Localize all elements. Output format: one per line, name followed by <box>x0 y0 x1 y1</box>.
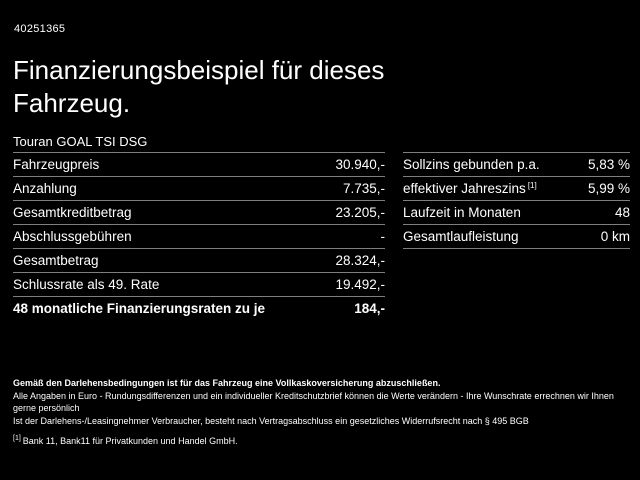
row-value: 28.324,- <box>335 253 385 268</box>
row-label: 48 monatliche Finanzierungsraten zu je <box>13 301 266 316</box>
listing-ref-number: 40251365 <box>14 23 66 35</box>
row-value: 5,99 % <box>587 181 630 196</box>
page-title: Finanzierungsbeispiel für dieses Fahrzeug… <box>13 54 384 120</box>
table-row: Laufzeit in Monaten 48 <box>403 200 630 224</box>
row-label: Gesamtbetrag <box>13 253 99 268</box>
row-value: 0 km <box>600 229 630 244</box>
table-row: Abschlussgebühren - <box>13 224 385 248</box>
row-label: Gesamtlaufleistung <box>403 229 519 244</box>
finance-tables: Fahrzeugpreis 30.940,- Anzahlung 7.735,-… <box>13 152 630 320</box>
row-label: Schlussrate als 49. Rate <box>13 277 160 292</box>
footnote-bank-text: Bank 11, Bank11 für Privatkunden und Han… <box>22 436 238 446</box>
table-row: Sollzins gebunden p.a. 5,83 % <box>403 152 630 176</box>
page-title-line1: Finanzierungsbeispiel für dieses <box>13 55 385 85</box>
table-row: Anzahlung 7.735,- <box>13 176 385 200</box>
row-label: Laufzeit in Monaten <box>403 205 521 220</box>
row-label: Sollzins gebunden p.a. <box>403 157 540 172</box>
finance-table-left: Fahrzeugpreis 30.940,- Anzahlung 7.735,-… <box>13 152 385 320</box>
table-row: Gesamtkreditbetrag 23.205,- <box>13 200 385 224</box>
finance-table-right: Sollzins gebunden p.a. 5,83 % effektiver… <box>403 152 630 249</box>
vehicle-name: Touran GOAL TSI DSG <box>13 134 148 149</box>
row-label: Abschlussgebühren <box>13 229 132 244</box>
row-value: 48 <box>614 205 630 220</box>
footnote-ref-marker: [1] <box>13 435 21 442</box>
footnotes: Gemäß den Darlehensbedingungen ist für d… <box>13 377 629 448</box>
row-value: 23.205,- <box>335 205 385 220</box>
footnote-disclaimer: Alle Angaben in Euro - Rundungsdifferenz… <box>13 390 614 414</box>
row-label: Fahrzeugpreis <box>13 157 100 172</box>
page-title-line2: Fahrzeug. <box>13 88 131 118</box>
row-value: 5,83 % <box>587 157 630 172</box>
row-label: Gesamtkreditbetrag <box>13 205 132 220</box>
footnote-bank: [1] Bank 11, Bank11 für Privatkunden und … <box>13 433 629 448</box>
row-value: 184,- <box>354 301 385 316</box>
footnote-insurance: Gemäß den Darlehensbedingungen ist für d… <box>13 378 441 388</box>
row-value: 19.492,- <box>335 277 385 292</box>
row-value: 30.940,- <box>335 157 385 172</box>
footnote-ref-icon: [1] <box>527 180 537 190</box>
table-row: Fahrzeugpreis 30.940,- <box>13 152 385 176</box>
footnote-withdrawal-right: Ist der Darlehens-/Leasingnehmer Verbrau… <box>13 415 529 426</box>
row-label: effektiver Jahreszins [1] <box>403 177 537 200</box>
table-row: Gesamtlaufleistung 0 km <box>403 224 630 248</box>
table-row: effektiver Jahreszins [1] 5,99 % <box>403 176 630 200</box>
table-row-monthly-rate: 48 monatliche Finanzierungsraten zu je 1… <box>13 296 385 320</box>
table-row: Schlussrate als 49. Rate 19.492,- <box>13 272 385 296</box>
row-value: - <box>380 229 386 244</box>
table-row: Gesamtbetrag 28.324,- <box>13 248 385 272</box>
row-value: 7.735,- <box>342 181 385 196</box>
row-label-text: effektiver Jahreszins <box>403 181 526 196</box>
row-label: Anzahlung <box>13 181 77 196</box>
